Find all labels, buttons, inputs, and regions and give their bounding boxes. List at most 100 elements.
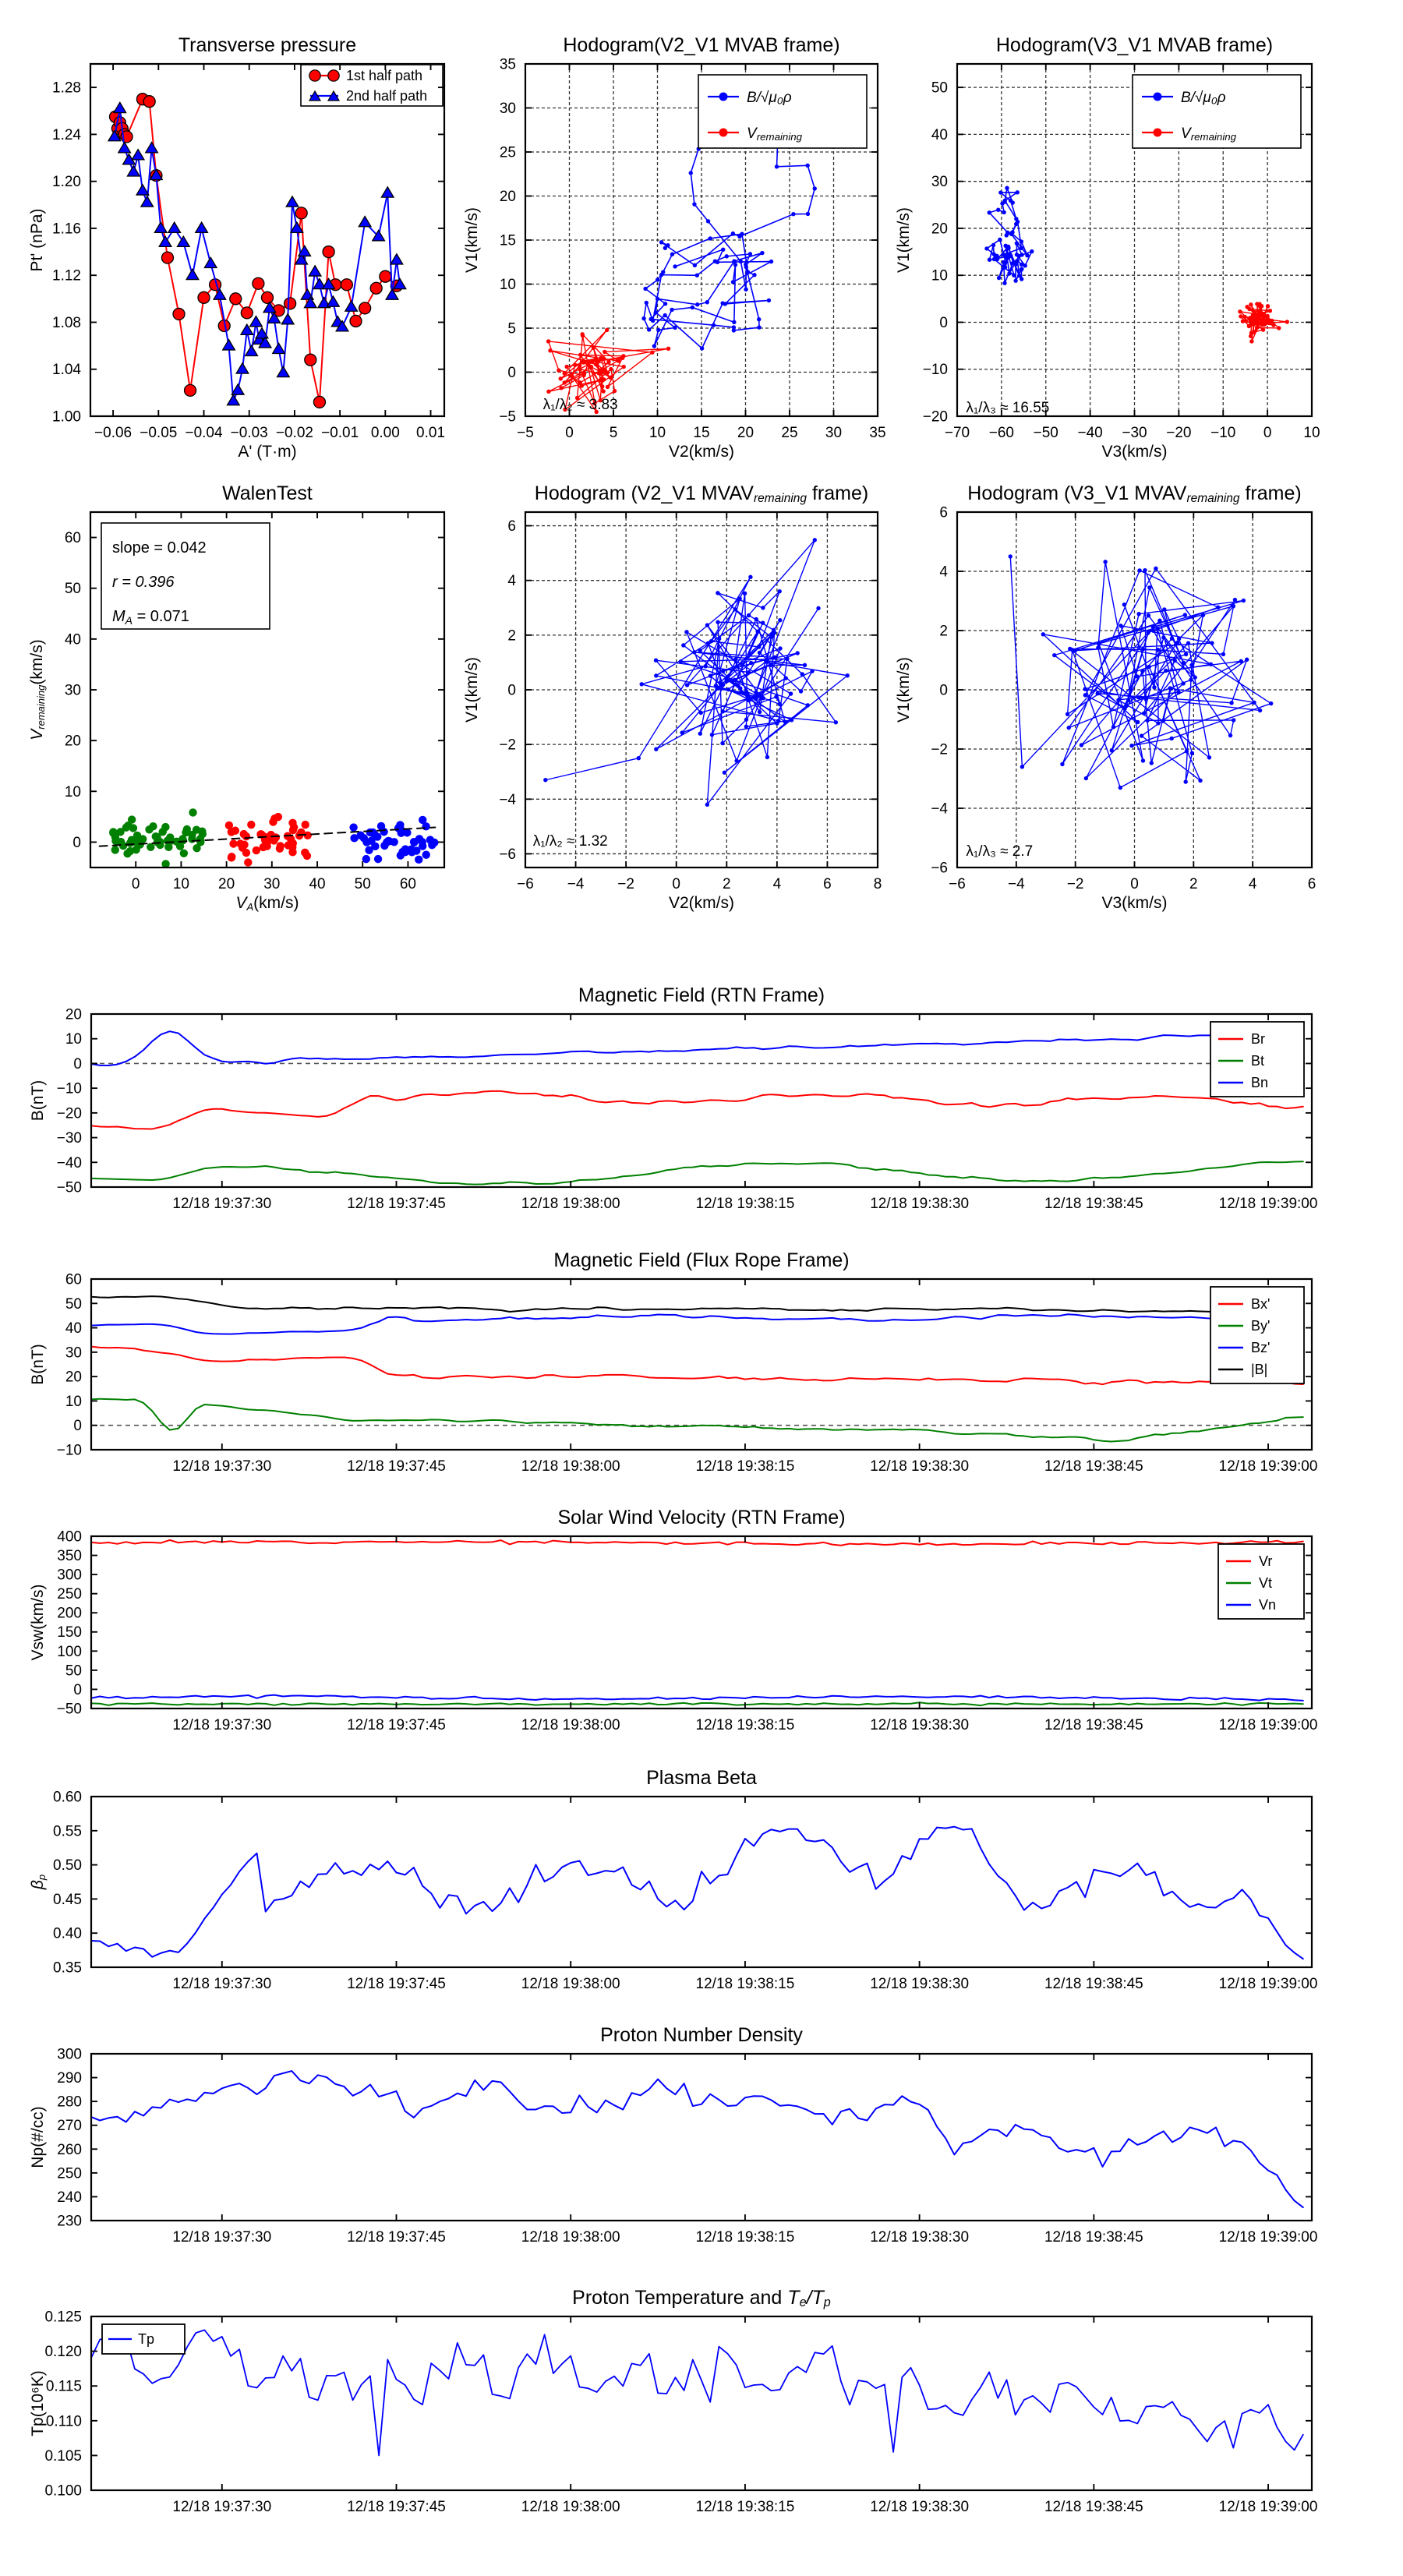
svg-text:0: 0 xyxy=(1130,876,1139,892)
svg-text:2: 2 xyxy=(723,876,731,892)
svg-text:Pt' (nPa): Pt' (nPa) xyxy=(28,208,46,271)
svg-text:12/18 19:38:15: 12/18 19:38:15 xyxy=(696,1717,795,1733)
svg-text:35: 35 xyxy=(500,56,516,72)
svg-text:−6: −6 xyxy=(949,876,966,892)
svg-text:40: 40 xyxy=(931,127,948,143)
svg-text:1.16: 1.16 xyxy=(52,221,81,237)
svg-text:By': By' xyxy=(1251,1318,1270,1334)
svg-text:1.28: 1.28 xyxy=(52,80,81,97)
svg-text:4: 4 xyxy=(1249,876,1257,892)
svg-text:VA(km/s): VA(km/s) xyxy=(235,894,299,913)
svg-text:Solar Wind Velocity (RTN Frame: Solar Wind Velocity (RTN Frame) xyxy=(557,1507,845,1528)
svg-text:1.20: 1.20 xyxy=(52,174,81,190)
svg-text:−0.02: −0.02 xyxy=(276,425,313,441)
svg-text:0: 0 xyxy=(565,425,574,441)
svg-text:0.40: 0.40 xyxy=(53,1926,82,1942)
svg-text:12/18 19:37:45: 12/18 19:37:45 xyxy=(347,1717,446,1733)
svg-text:0: 0 xyxy=(73,1056,82,1072)
svg-text:12/18 19:37:45: 12/18 19:37:45 xyxy=(347,1458,446,1475)
svg-text:40: 40 xyxy=(309,876,325,892)
svg-text:Hodogram (V3_V1 MVAVremaining: Hodogram (V3_V1 MVAVremaining frame) xyxy=(967,482,1301,505)
svg-text:0.00: 0.00 xyxy=(371,425,400,441)
svg-text:10: 10 xyxy=(931,268,948,284)
svg-text:Vr: Vr xyxy=(1259,1553,1272,1569)
svg-text:290: 290 xyxy=(57,2070,82,2087)
svg-text:−60: −60 xyxy=(989,425,1014,441)
svg-text:230: 230 xyxy=(57,2213,82,2229)
svg-text:V2(km/s): V2(km/s) xyxy=(669,894,734,912)
svg-text:−0.03: −0.03 xyxy=(231,425,268,441)
svg-text:12/18 19:39:00: 12/18 19:39:00 xyxy=(1219,1196,1318,1212)
svg-text:0.35: 0.35 xyxy=(53,1959,82,1976)
svg-text:−0.05: −0.05 xyxy=(140,425,177,441)
svg-text:200: 200 xyxy=(57,1606,82,1622)
svg-text:12/18 19:37:30: 12/18 19:37:30 xyxy=(172,2499,271,2515)
svg-text:−10: −10 xyxy=(1210,425,1235,441)
svg-text:−2: −2 xyxy=(1067,876,1084,892)
svg-text:−30: −30 xyxy=(57,1130,82,1147)
svg-text:10: 10 xyxy=(65,1031,82,1048)
svg-text:−0.04: −0.04 xyxy=(185,425,223,441)
svg-text:1.12: 1.12 xyxy=(52,268,81,284)
svg-text:Vremaining(km/s): Vremaining(km/s) xyxy=(28,639,47,740)
svg-text:260: 260 xyxy=(57,2142,82,2158)
svg-text:B(nT): B(nT) xyxy=(29,1080,47,1122)
svg-text:12/18 19:37:30: 12/18 19:37:30 xyxy=(172,1196,271,1212)
svg-text:Proton Number Density: Proton Number Density xyxy=(600,2024,803,2046)
svg-text:−4: −4 xyxy=(1008,876,1025,892)
svg-text:−50: −50 xyxy=(57,1701,82,1717)
svg-text:400: 400 xyxy=(57,1528,82,1545)
svg-text:12/18 19:37:30: 12/18 19:37:30 xyxy=(172,1976,271,1992)
svg-text:0: 0 xyxy=(507,682,516,698)
svg-text:Br: Br xyxy=(1251,1031,1265,1047)
svg-text:12/18 19:37:45: 12/18 19:37:45 xyxy=(347,2229,446,2246)
svg-text:−2: −2 xyxy=(499,737,516,754)
svg-text:6: 6 xyxy=(823,876,832,892)
svg-text:12/18 19:38:30: 12/18 19:38:30 xyxy=(870,1458,969,1475)
svg-text:5: 5 xyxy=(610,425,618,441)
svg-text:B/√μ₀ρ: B/√μ₀ρ xyxy=(1181,90,1226,106)
svg-text:20: 20 xyxy=(65,1369,82,1386)
svg-text:50: 50 xyxy=(355,876,371,892)
svg-text:150: 150 xyxy=(57,1624,82,1641)
svg-text:12/18 19:39:00: 12/18 19:39:00 xyxy=(1219,2499,1318,2515)
svg-text:Bn: Bn xyxy=(1251,1075,1268,1090)
svg-text:0: 0 xyxy=(939,315,948,331)
svg-text:0: 0 xyxy=(672,876,680,892)
svg-text:12/18 19:38:30: 12/18 19:38:30 xyxy=(870,1717,969,1733)
svg-text:12/18 19:37:45: 12/18 19:37:45 xyxy=(347,1196,446,1212)
svg-text:250: 250 xyxy=(57,1586,82,1602)
svg-text:12/18 19:38:45: 12/18 19:38:45 xyxy=(1044,2499,1143,2515)
svg-text:12/18 19:38:30: 12/18 19:38:30 xyxy=(870,1196,969,1212)
svg-text:Tp(10⁶K): Tp(10⁶K) xyxy=(29,2370,47,2436)
svg-text:30: 30 xyxy=(825,425,842,441)
svg-text:12/18 19:38:00: 12/18 19:38:00 xyxy=(521,1717,620,1733)
svg-text:12/18 19:38:30: 12/18 19:38:30 xyxy=(870,2499,969,2515)
svg-text:0.110: 0.110 xyxy=(46,2413,82,2429)
svg-text:4: 4 xyxy=(507,573,516,589)
svg-text:|B|: |B| xyxy=(1251,1362,1267,1377)
svg-text:Transverse pressure: Transverse pressure xyxy=(178,34,356,56)
svg-text:40: 40 xyxy=(65,631,81,648)
svg-text:12/18 19:37:30: 12/18 19:37:30 xyxy=(172,1458,271,1475)
svg-text:12/18 19:39:00: 12/18 19:39:00 xyxy=(1219,1458,1318,1475)
svg-text:B(nT): B(nT) xyxy=(29,1344,47,1385)
svg-text:0.55: 0.55 xyxy=(53,1823,82,1839)
svg-text:50: 50 xyxy=(931,80,948,97)
svg-text:2: 2 xyxy=(1189,876,1198,892)
svg-text:12/18 19:38:45: 12/18 19:38:45 xyxy=(1044,2229,1143,2246)
svg-text:25: 25 xyxy=(500,144,516,161)
svg-text:Magnetic Field (Flux Rope Fram: Magnetic Field (Flux Rope Frame) xyxy=(553,1249,849,1271)
svg-text:12/18 19:37:45: 12/18 19:37:45 xyxy=(347,2499,446,2515)
svg-text:12/18 19:38:15: 12/18 19:38:15 xyxy=(696,1196,795,1212)
svg-text:0.45: 0.45 xyxy=(53,1892,82,1908)
svg-text:−2: −2 xyxy=(617,876,634,892)
svg-text:12/18 19:37:30: 12/18 19:37:30 xyxy=(172,1717,271,1733)
svg-text:0.125: 0.125 xyxy=(44,2309,82,2325)
svg-text:−10: −10 xyxy=(923,362,948,378)
svg-text:λ₁/λ₂ ≈ 3.83: λ₁/λ₂ ≈ 3.83 xyxy=(543,397,618,413)
svg-text:12/18 19:38:45: 12/18 19:38:45 xyxy=(1044,1458,1143,1475)
svg-text:12/18 19:39:00: 12/18 19:39:00 xyxy=(1219,2229,1318,2246)
svg-text:20: 20 xyxy=(65,1006,82,1023)
svg-text:1.00: 1.00 xyxy=(52,408,81,425)
